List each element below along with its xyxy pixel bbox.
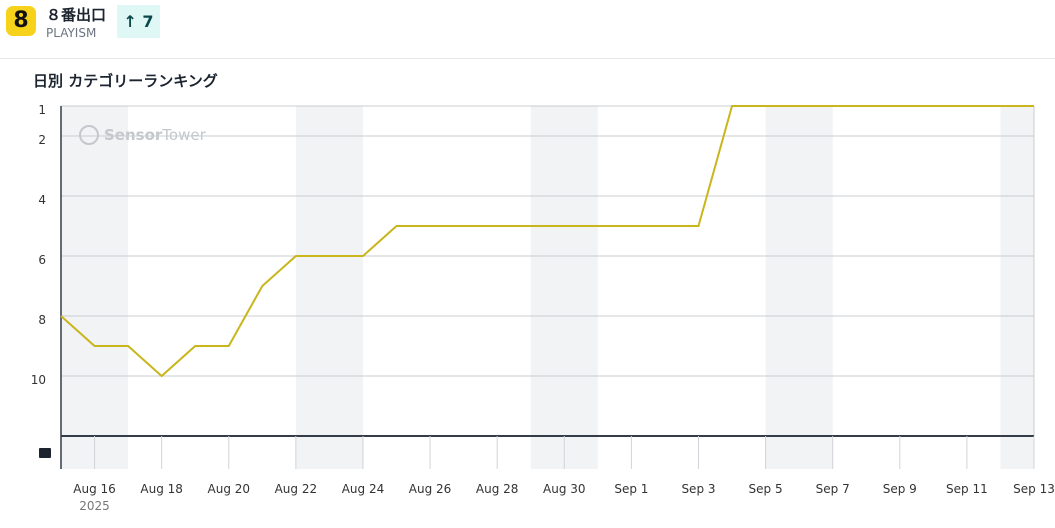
x-tick-label: Sep 1 xyxy=(614,482,648,496)
app-icon: 8 xyxy=(6,6,36,36)
rank-change: 7 xyxy=(142,12,154,31)
weekend-band xyxy=(530,106,598,469)
x-tick-label: Aug 16 xyxy=(73,482,116,496)
y-tick-label: 4 xyxy=(38,193,46,207)
x-tick-label: Aug 22 xyxy=(275,482,318,496)
watermark-tower: Tower xyxy=(161,126,206,144)
x-tick-label: Aug 18 xyxy=(140,482,183,496)
watermark-sensor: Sensor xyxy=(104,126,163,144)
year-label: 2025 xyxy=(79,499,110,513)
weekend-band xyxy=(295,106,363,469)
chart-title: 日別 カテゴリーランキング xyxy=(33,72,218,90)
chart: 日別 カテゴリーランキング SensorTower 1 2 4 6 8 10 Aug 16 Au… xyxy=(31,72,1055,513)
x-tick-label: Sep 11 xyxy=(946,482,988,496)
x-tick-label: Sep 13 xyxy=(1013,482,1055,496)
x-tick-label: Aug 28 xyxy=(476,482,519,496)
y-tick-label: 6 xyxy=(38,253,46,267)
publisher: PLAYISM xyxy=(46,26,97,40)
x-tick-label: Aug 20 xyxy=(208,482,251,496)
x-tick-label: Aug 24 xyxy=(342,482,385,496)
x-tick-label: Sep 3 xyxy=(681,482,715,496)
y-tick-label: 10 xyxy=(31,373,46,387)
x-tick-label: Aug 26 xyxy=(409,482,452,496)
weekend-band xyxy=(765,106,833,469)
y-tick-label: 2 xyxy=(38,133,46,147)
watermark: SensorTower xyxy=(104,126,207,144)
x-tick-label: Sep 7 xyxy=(816,482,850,496)
weekend-band xyxy=(1000,106,1034,469)
rank-change-badge: ↑ 7 xyxy=(117,5,160,38)
y-tick-label: 1 xyxy=(38,103,46,117)
x-tick-label: Sep 9 xyxy=(883,482,917,496)
y-tick-label: 8 xyxy=(38,313,46,327)
watermark-logo xyxy=(79,125,99,145)
rank-line xyxy=(60,105,1034,378)
x-tick-label: Aug 30 xyxy=(543,482,586,496)
weekend-band xyxy=(61,106,129,469)
app-title: ８番出口 xyxy=(46,6,107,24)
x-tick-label: Sep 5 xyxy=(749,482,783,496)
app-header: 8 ８番出口 PLAYISM ↑ 7 xyxy=(0,0,1055,59)
annotation-icon xyxy=(39,448,51,458)
